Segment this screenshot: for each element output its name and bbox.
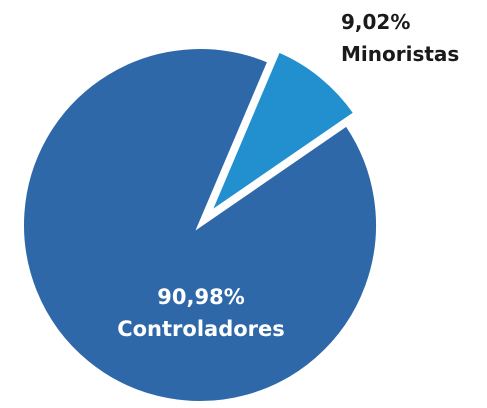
slice-value-label-controladores: 90,98% — [157, 285, 244, 309]
pie-slice-minoristas — [204, 47, 359, 220]
slice-name-label-controladores: Controladores — [117, 317, 285, 341]
pie-slices — [20, 45, 380, 405]
slice-name-label-minoristas: Minoristas — [341, 42, 459, 66]
slice-value-label-minoristas: 9,02% — [341, 10, 410, 34]
pie-slice-controladores — [20, 45, 380, 405]
